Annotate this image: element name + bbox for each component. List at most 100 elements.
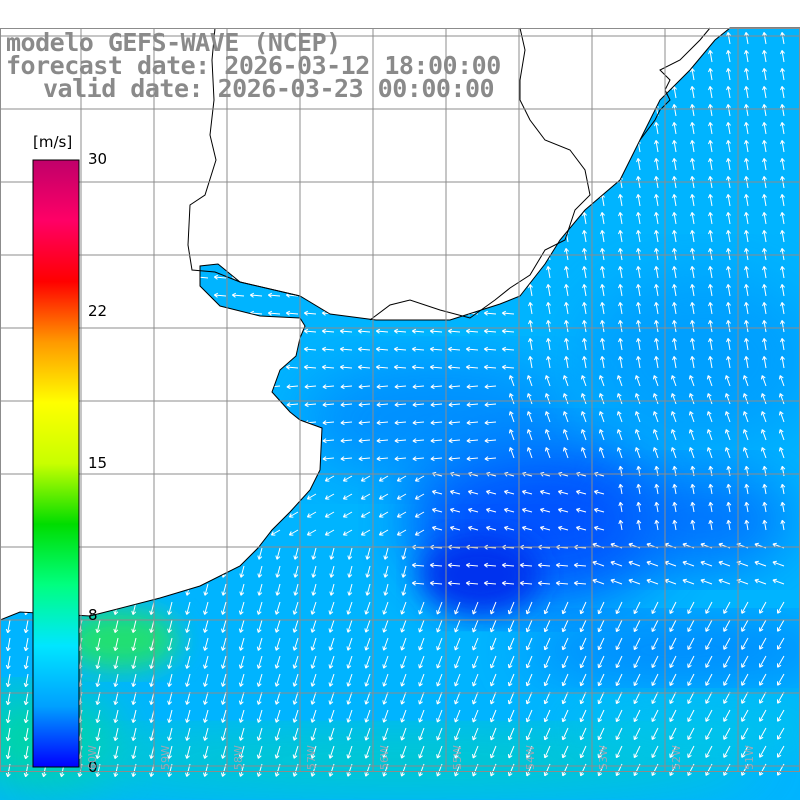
wind-arrow	[762, 284, 767, 297]
wind-arrow	[582, 68, 587, 81]
wind-arrow	[543, 727, 551, 741]
wind-arrow	[633, 601, 641, 615]
wind-arrow	[597, 619, 605, 633]
wind-arrow	[167, 709, 173, 723]
wind-arrow	[293, 547, 299, 560]
wind-arrow	[177, 112, 191, 118]
wind-arrow	[358, 438, 371, 444]
wind-arrow	[285, 148, 299, 154]
wind-arrow	[528, 230, 533, 243]
wind-arrow	[400, 745, 407, 759]
wind-arrow	[346, 673, 353, 687]
wind-arrow	[113, 637, 119, 652]
wind-arrow	[23, 691, 29, 706]
wind-arrow	[776, 655, 785, 668]
wind-arrow	[393, 292, 407, 298]
wind-arrow	[708, 158, 713, 171]
wind-arrow	[465, 364, 479, 370]
wind-arrow	[15, 148, 29, 154]
wind-arrow	[525, 655, 533, 669]
wind-arrow	[105, 256, 119, 262]
wind-arrow	[106, 420, 119, 426]
wind-arrow	[382, 637, 389, 651]
wind-arrow	[149, 583, 155, 596]
wind-arrow	[411, 274, 425, 280]
wind-arrow	[508, 429, 515, 441]
wind-arrow	[396, 493, 407, 500]
wind-arrow	[304, 384, 317, 390]
wind-arrow	[88, 384, 101, 390]
lon-label: 51W	[743, 745, 756, 770]
wind-arrow	[347, 565, 353, 578]
wind-arrow	[708, 284, 713, 297]
wind-arrow	[760, 447, 767, 459]
wind-arrow	[741, 727, 749, 740]
wind-arrow	[762, 158, 767, 171]
wind-arrow	[400, 655, 407, 669]
wind-arrow	[618, 212, 623, 225]
wind-arrow	[159, 292, 173, 298]
wind-arrow	[123, 256, 137, 262]
wind-arrow	[690, 248, 695, 261]
wind-arrow	[18, 475, 29, 482]
wind-arrow	[267, 328, 281, 334]
wind-arrow	[322, 384, 335, 390]
wind-arrow	[537, 562, 551, 568]
wind-arrow	[726, 140, 731, 153]
wind-arrow	[726, 302, 731, 315]
wind-arrow	[376, 402, 389, 408]
wind-arrow	[252, 511, 263, 518]
wind-arrow	[561, 709, 569, 723]
wind-arrow	[483, 274, 497, 280]
wind-arrow	[744, 86, 749, 99]
wind-arrow	[123, 310, 137, 316]
wind-arrow	[328, 619, 335, 633]
wind-arrow	[357, 130, 371, 136]
wind-arrow	[257, 565, 263, 578]
wind-arrow	[160, 384, 173, 390]
lon-label: 58W	[232, 745, 245, 770]
wind-arrow	[185, 547, 191, 560]
wind-arrow	[339, 202, 353, 208]
wind-arrow	[213, 166, 227, 172]
wind-arrow	[762, 50, 767, 63]
wind-arrow	[723, 709, 731, 722]
wind-arrow	[33, 112, 47, 118]
wind-arrow	[304, 402, 317, 408]
wind-arrow	[393, 310, 407, 316]
wind-arrow	[726, 104, 731, 117]
wind-arrow	[600, 104, 605, 117]
wind-arrow	[687, 637, 695, 650]
wind-arrow	[15, 364, 29, 370]
wind-arrow	[600, 212, 605, 225]
wind-arrow	[213, 184, 227, 190]
wind-arrow	[618, 483, 624, 495]
wind-arrow	[0, 238, 11, 244]
wind-arrow	[141, 346, 155, 352]
wind-arrow	[447, 292, 461, 298]
wind-arrow	[321, 346, 335, 352]
wind-arrow	[672, 50, 677, 63]
wind-arrow	[579, 745, 587, 759]
wind-arrow	[418, 655, 425, 669]
wind-arrow	[528, 284, 533, 297]
wind-arrow	[598, 429, 605, 441]
wind-arrow	[15, 256, 29, 262]
wind-arrow	[195, 166, 209, 172]
wind-arrow	[690, 140, 695, 153]
wind-arrow	[708, 302, 713, 315]
wind-arrow	[652, 429, 659, 441]
wind-arrow	[113, 583, 119, 596]
wind-arrow	[580, 375, 587, 387]
wind-arrow	[723, 673, 731, 686]
wind-arrow	[636, 302, 641, 315]
wind-arrow	[600, 50, 605, 63]
wind-arrow	[141, 274, 155, 280]
wind-arrow	[418, 637, 425, 651]
wind-arrow	[430, 420, 443, 426]
lon-label: 59W	[159, 745, 172, 770]
wind-arrow	[546, 284, 551, 297]
wind-arrow	[688, 375, 695, 387]
wind-arrow	[303, 274, 317, 280]
wind-arrow	[690, 320, 695, 333]
